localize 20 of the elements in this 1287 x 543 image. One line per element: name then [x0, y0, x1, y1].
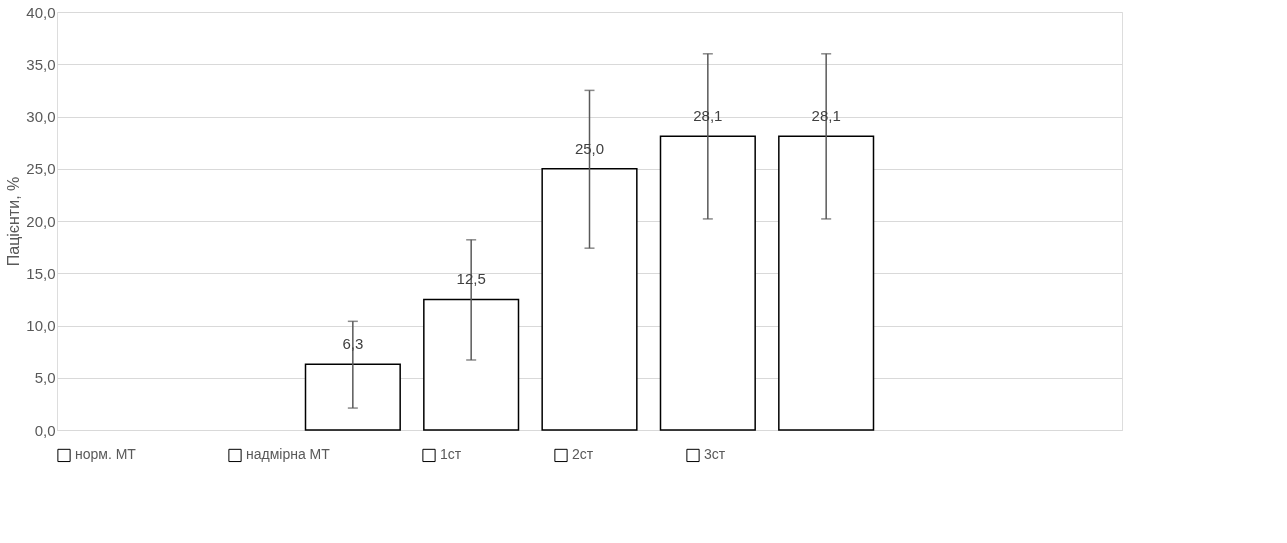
legend-label: надмірна МТ [246, 446, 331, 463]
y-tick-label: 10,0 [26, 317, 56, 334]
bar [541, 168, 638, 431]
y-tick-label: 25,0 [26, 160, 56, 178]
bar [304, 363, 401, 431]
legend-label: 1ст [440, 446, 462, 463]
y-tick-label: 20,0 [26, 212, 56, 230]
bar [659, 135, 756, 431]
y-axis-title: Пацієнти, % [5, 176, 23, 267]
y-tick-label: 40,0 [26, 3, 56, 21]
y-tick-label: 35,0 [26, 55, 56, 73]
legend-label: 3ст [704, 446, 726, 463]
y-tick-label: 15,0 [26, 264, 56, 282]
y-tick-label: 0,0 [34, 421, 56, 439]
y-tick-label: 30,0 [26, 108, 56, 125]
legend-label: норм. МТ [75, 446, 137, 463]
legend-label: 2ст [572, 446, 594, 463]
bar [423, 298, 520, 431]
y-tick-label: 5,0 [34, 369, 56, 387]
bar [778, 135, 875, 431]
